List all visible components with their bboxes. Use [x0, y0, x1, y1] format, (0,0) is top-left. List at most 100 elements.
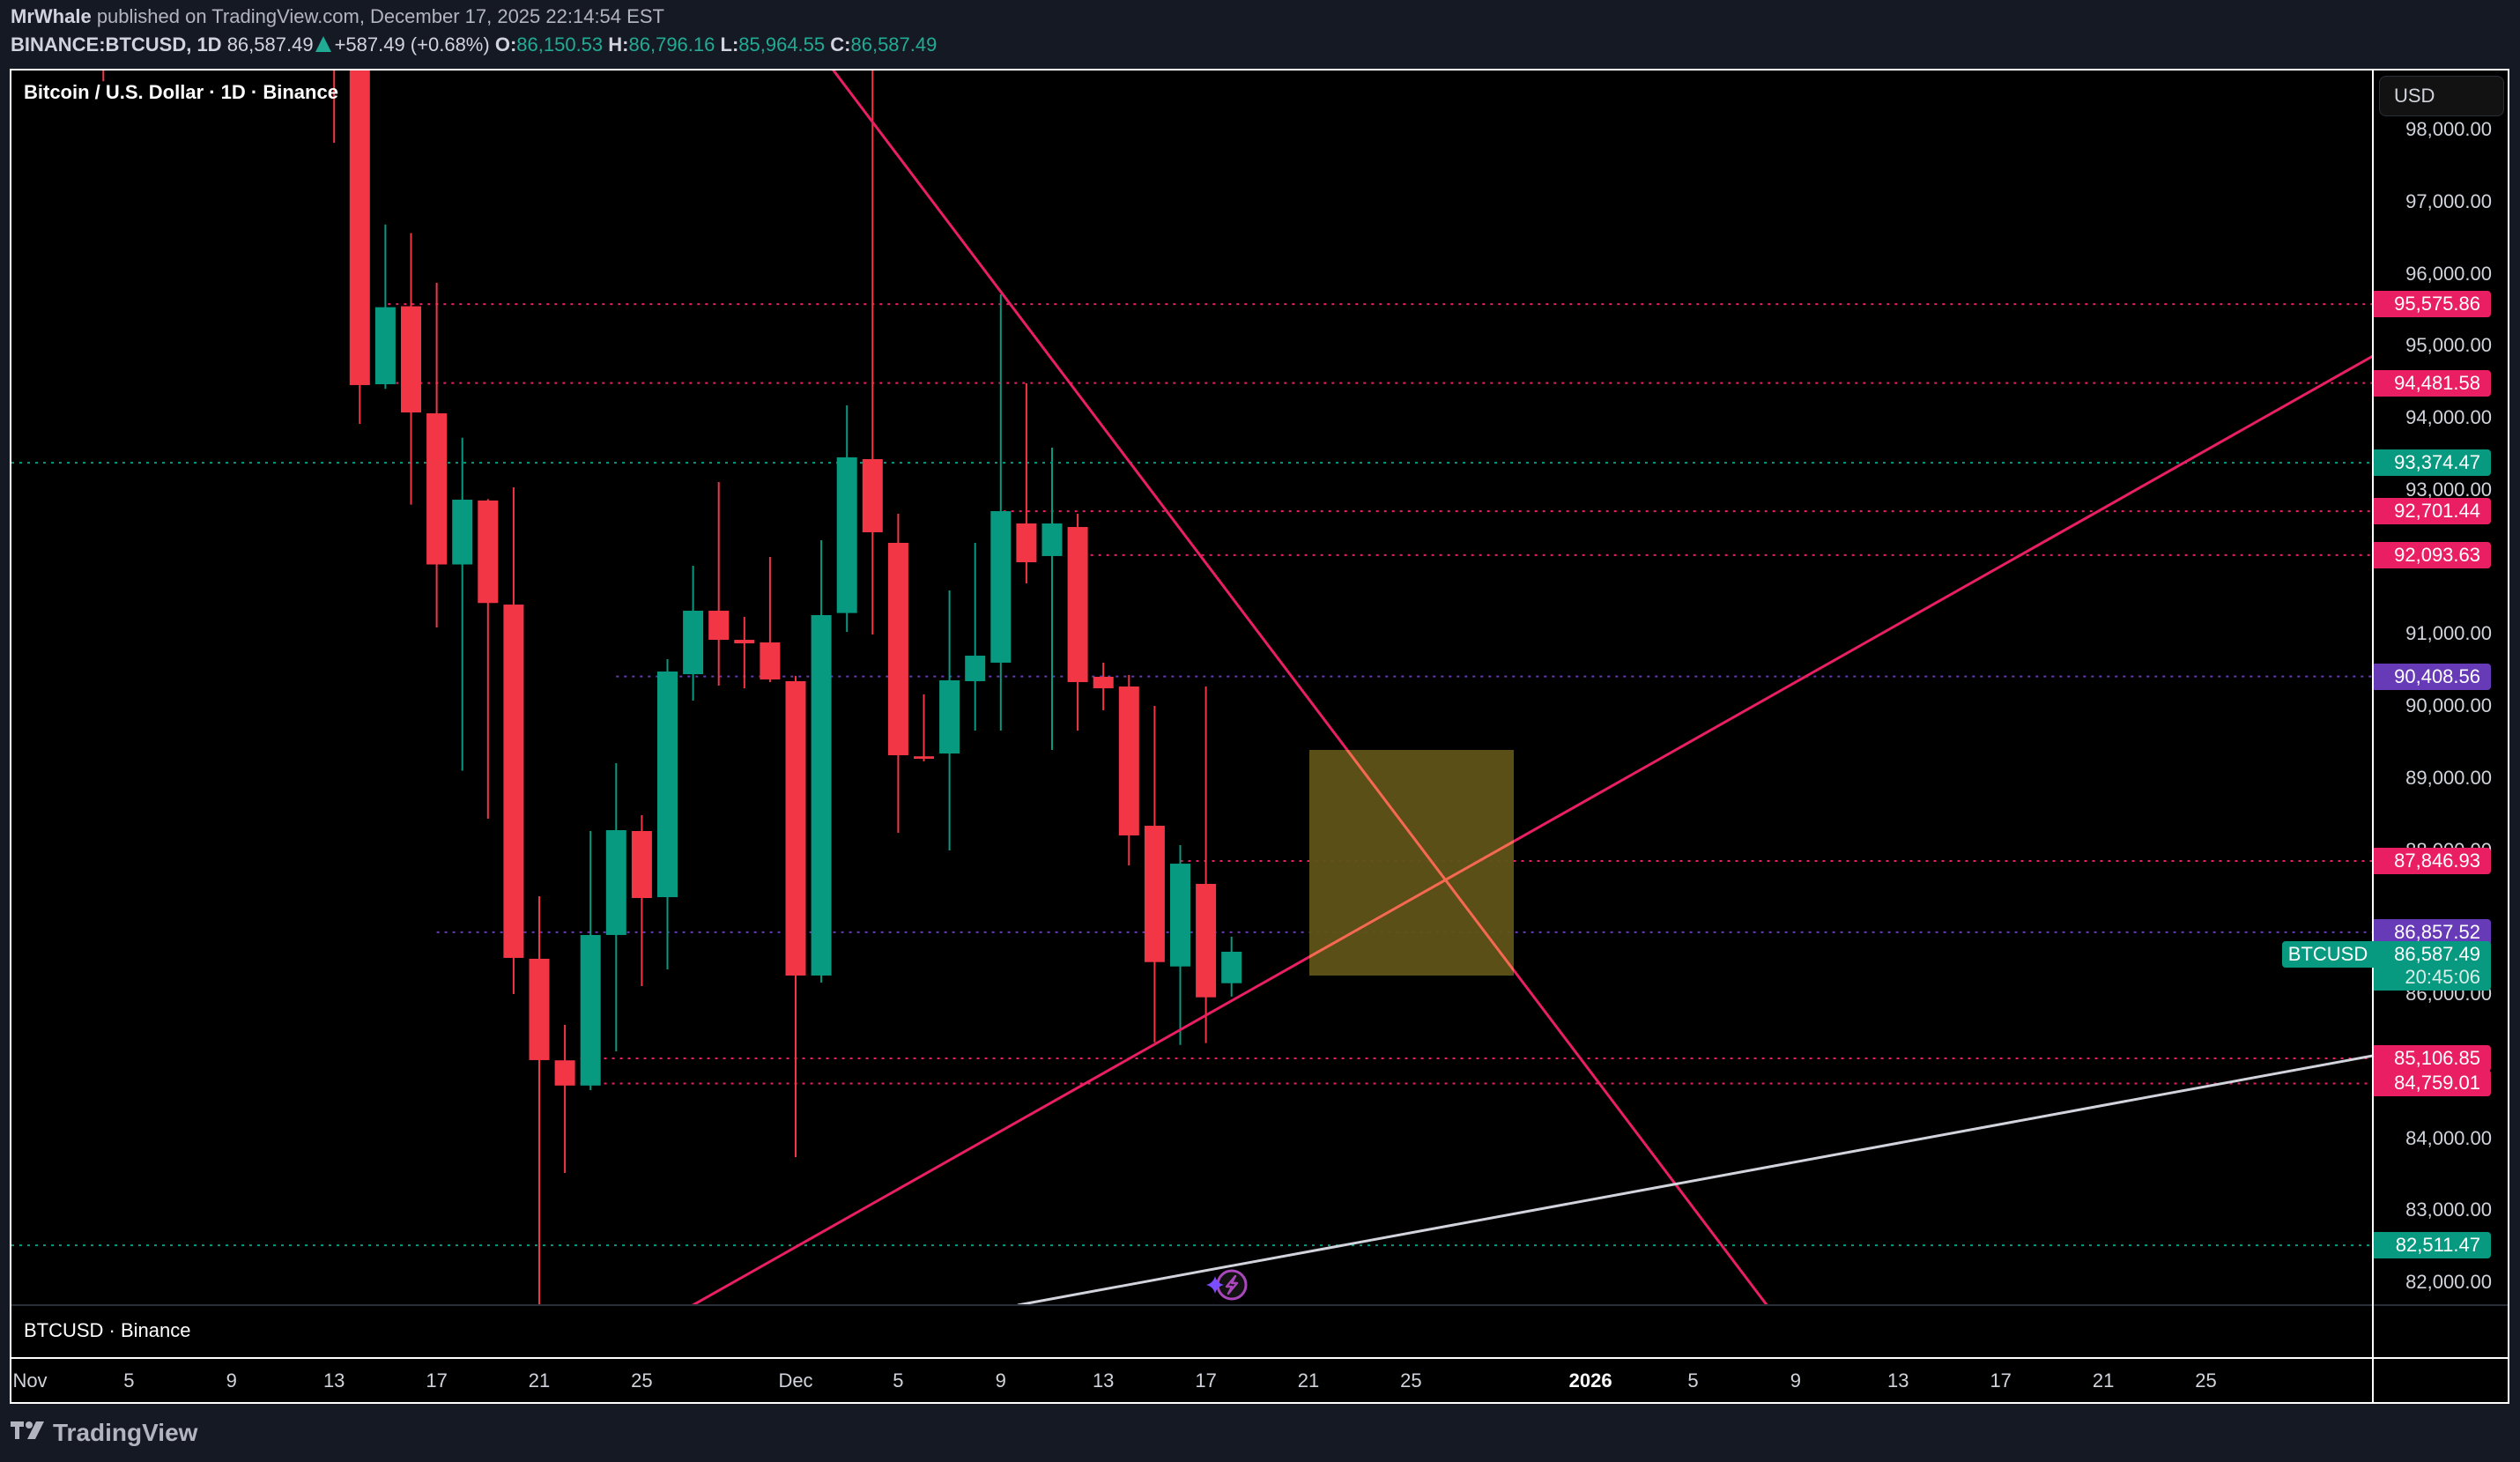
time-tick: 13 — [1092, 1369, 1115, 1391]
candle — [1196, 686, 1217, 1043]
open-label: O: — [494, 33, 517, 56]
candle — [1170, 845, 1190, 1045]
level-price-label: 87,846.93 — [2374, 848, 2491, 874]
descending-resistance-trendline[interactable] — [828, 63, 1769, 1306]
candle — [760, 557, 781, 683]
level-price-label: 86,857.52 — [2374, 918, 2491, 946]
candle — [580, 830, 601, 1090]
candle — [734, 617, 755, 689]
price-tick: 84,000.00 — [2405, 1126, 2492, 1149]
high-label: H: — [608, 33, 629, 56]
level-price-label: 95,575.86 — [2374, 291, 2491, 318]
candle — [887, 513, 908, 833]
price-tick: 98,000.00 — [2405, 118, 2492, 140]
author-name[interactable]: MrWhale — [11, 5, 92, 27]
tradingview-brand[interactable]: TradingView — [11, 1419, 197, 1447]
level-price-label: 92,701.44 — [2374, 498, 2491, 525]
level-price-label: 94,481.58 — [2374, 369, 2491, 397]
ascending-support-trendline[interactable] — [688, 354, 2373, 1308]
price-tick: 94,000.00 — [2405, 406, 2492, 428]
candle — [1221, 936, 1242, 997]
up-arrow-icon — [315, 36, 331, 52]
candle — [1067, 513, 1088, 731]
long-term-support-trendline[interactable] — [1017, 1054, 2373, 1305]
candle — [965, 542, 986, 731]
symbol-info-bar: BINANCE:BTCUSD, 1D 86,587.49 +587.49 (+0.… — [11, 33, 937, 56]
candle — [333, 71, 336, 143]
candle — [836, 405, 857, 632]
time-tick: 17 — [426, 1369, 448, 1391]
level-price-label: 85,106.85 — [2374, 1045, 2491, 1072]
time-tick: 25 — [631, 1369, 653, 1391]
candle — [939, 590, 960, 850]
candle — [1016, 383, 1037, 584]
lightning-assistant-icon[interactable] — [1206, 1269, 1248, 1301]
price-tick: 96,000.00 — [2405, 262, 2492, 285]
lower-pane-legend[interactable]: BTCUSD · Binance — [24, 1319, 191, 1341]
level-price-label: 90,408.56 — [2374, 663, 2491, 690]
candle — [1144, 706, 1165, 1043]
time-tick: 9 — [995, 1369, 1006, 1391]
price-tick: 97,000.00 — [2405, 189, 2492, 212]
last-price: 86,587.49 — [226, 33, 314, 56]
candle — [349, 71, 370, 425]
symbol-interval: BINANCE:BTCUSD, 1D — [11, 33, 222, 56]
price-tick: 93,000.00 — [2405, 478, 2492, 501]
close-label: C: — [830, 33, 851, 56]
time-tick: 17 — [1990, 1369, 2012, 1391]
time-tick: Dec — [778, 1369, 813, 1391]
last-price-value: 86,587.49 — [2394, 943, 2480, 965]
close-value: 86,587.49 — [850, 33, 938, 56]
candle — [631, 815, 652, 987]
high-value: 86,796.16 — [628, 33, 715, 56]
target-zone[interactable] — [1309, 750, 1514, 976]
low-value: 85,964.55 — [738, 33, 826, 56]
bar-countdown: 20:45:06 — [2405, 966, 2480, 988]
time-tick: 9 — [1790, 1369, 1802, 1391]
candle — [862, 71, 883, 635]
time-tick: 5 — [1687, 1369, 1699, 1391]
candle — [478, 499, 499, 820]
currency-button[interactable]: USD — [2379, 76, 2504, 116]
candle — [785, 675, 806, 1158]
candle — [1041, 448, 1063, 751]
time-tick: 25 — [2195, 1369, 2217, 1391]
price-tick: 90,000.00 — [2405, 694, 2492, 716]
time-tick: 21 — [528, 1369, 551, 1391]
candle — [683, 565, 704, 701]
candle — [1118, 675, 1139, 865]
level-price-label: 92,093.63 — [2374, 541, 2491, 568]
time-tick: 17 — [1195, 1369, 1217, 1391]
target-zone-box[interactable] — [1309, 750, 1514, 976]
trendlines[interactable] — [688, 63, 2373, 1308]
candle — [503, 486, 524, 994]
chart-legend-title[interactable]: Bitcoin / U.S. Dollar · 1D · Binance — [24, 81, 338, 103]
price-tick: 95,000.00 — [2405, 334, 2492, 357]
time-tick: 5 — [123, 1369, 135, 1391]
time-tick: 13 — [322, 1369, 345, 1391]
time-tick: 25 — [1400, 1369, 1422, 1391]
horizontal-levels — [11, 303, 2373, 1247]
candle — [102, 71, 105, 82]
symbol-tag: BTCUSD — [2282, 941, 2374, 968]
time-tick: 13 — [1887, 1369, 1909, 1391]
candle — [426, 282, 448, 627]
candle — [811, 539, 832, 983]
open-value: 86,150.53 — [516, 33, 604, 56]
candle — [452, 437, 473, 771]
price-change: +587.49 (+0.68%) — [334, 33, 490, 56]
candle — [657, 659, 678, 970]
candles — [102, 71, 1242, 1305]
candle — [401, 233, 421, 505]
candle — [374, 224, 396, 390]
candle — [708, 482, 730, 686]
chart-frame — [10, 69, 2509, 1404]
brand-name: TradingView — [53, 1419, 198, 1446]
low-label: L: — [720, 33, 739, 56]
candle — [554, 1024, 575, 1173]
level-price-label: 84,759.01 — [2374, 1070, 2491, 1097]
publish-text: published on TradingView.com, December 1… — [96, 5, 664, 27]
level-price-label: 82,511.47 — [2374, 1232, 2491, 1259]
level-price-label: 93,374.47 — [2374, 449, 2491, 477]
